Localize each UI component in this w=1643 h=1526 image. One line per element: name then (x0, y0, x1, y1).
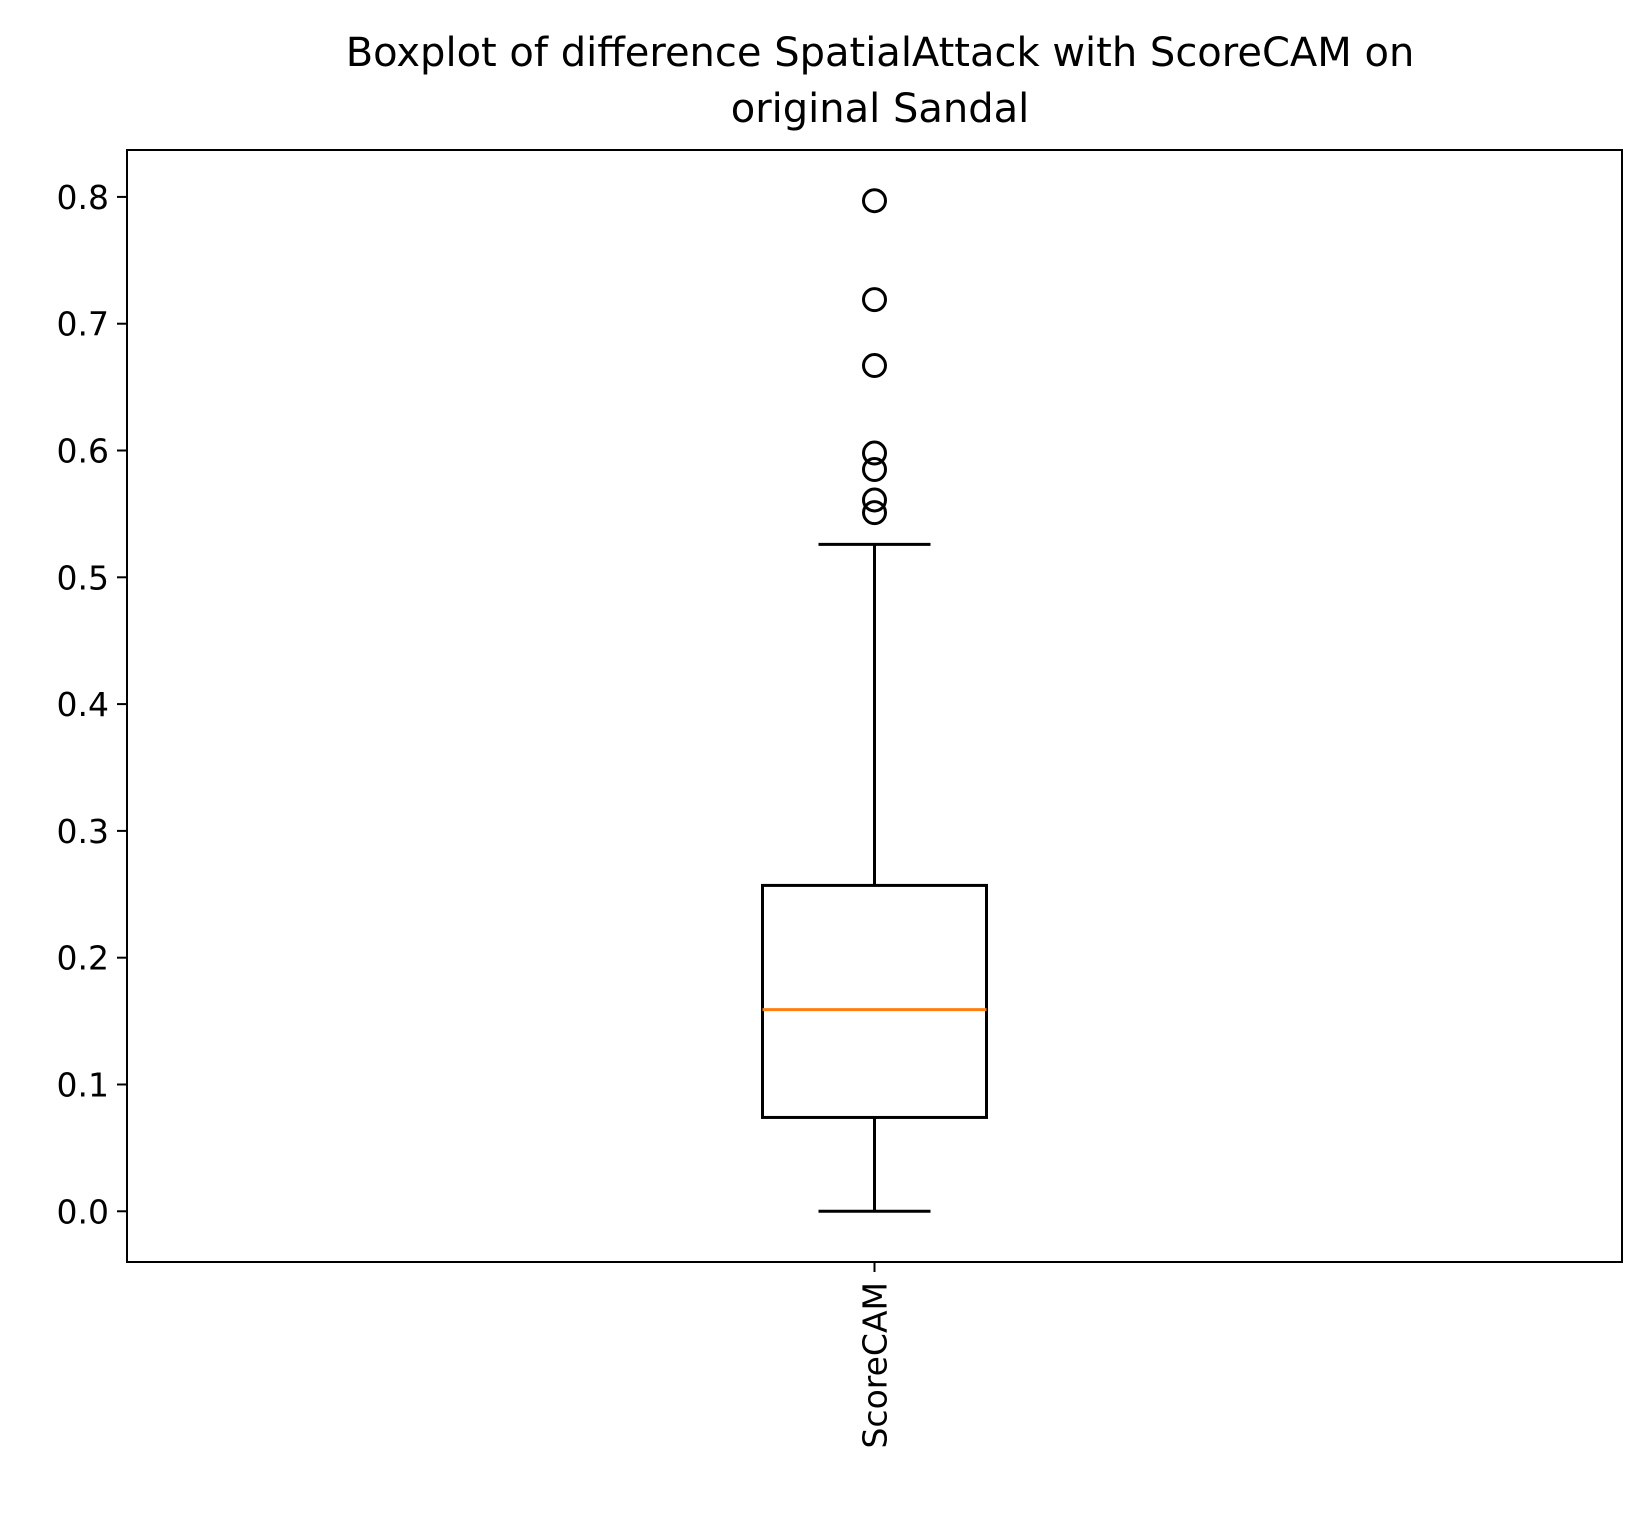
outlier-point (862, 487, 887, 513)
y-tick-label: 0.4 (57, 685, 109, 724)
chart-title-line-2: original Sandal (731, 86, 1030, 132)
outlier-point (862, 353, 887, 379)
outlier-point (862, 500, 887, 526)
axes-frame (126, 149, 1623, 1263)
y-tick-label: 0.0 (57, 1192, 109, 1231)
outlier-point (862, 287, 887, 313)
y-tick-label: 0.2 (57, 939, 109, 978)
y-tick-label: 0.7 (57, 305, 109, 344)
chart-title-line-1: Boxplot of difference SpatialAttack with… (346, 30, 1415, 76)
outlier-point (862, 188, 887, 214)
outlier-point (862, 457, 887, 483)
y-tick-label: 0.8 (57, 178, 109, 217)
y-tick-label: 0.3 (57, 812, 109, 851)
y-tick-label: 0.5 (57, 558, 109, 597)
y-tick-label: 0.6 (57, 432, 109, 471)
x-tick-label: ScoreCAM (856, 1282, 895, 1449)
interquartile-box (761, 883, 988, 1119)
plot-area: 0.0 0.1 0.2 0.3 0.4 0.5 0.6 0.7 0.8 ScoreCAM (57, 178, 988, 1449)
y-tick-label: 0.1 (57, 1065, 109, 1104)
outlier-point (862, 440, 887, 466)
